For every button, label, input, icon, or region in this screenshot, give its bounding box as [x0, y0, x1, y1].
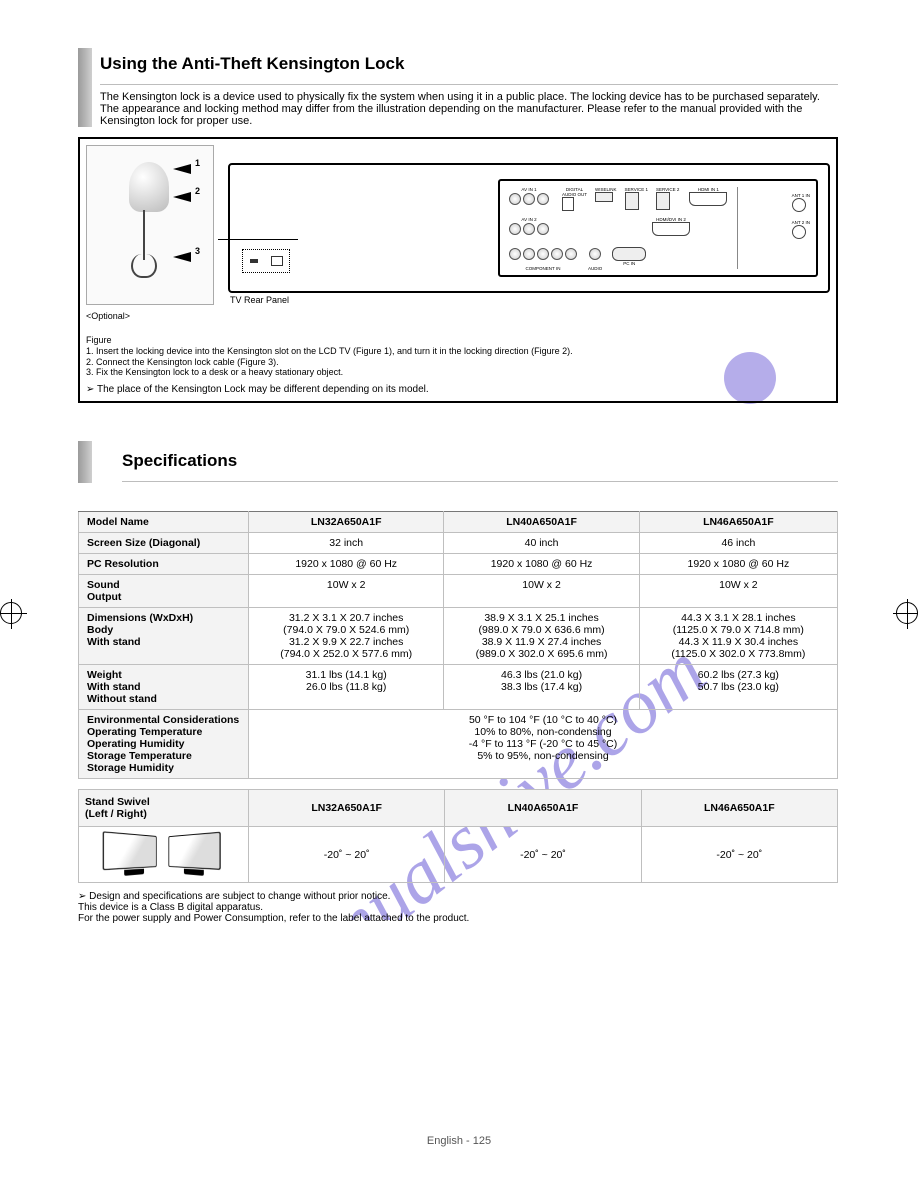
col-a: LN32A650A1F — [249, 512, 444, 533]
kensington-heading: Using the Anti-Theft Kensington Lock The… — [78, 48, 838, 127]
diagram-panel: 1 2 3 AV IN 1 — [78, 137, 838, 403]
row-sound: Sound Output — [79, 575, 249, 608]
col-b: LN40A650A1F — [444, 512, 639, 533]
specs-heading: Specifications — [78, 441, 838, 501]
cell: LN46A650A1F — [641, 790, 837, 827]
spec-footnote: ➢ Design and specifications are subject … — [78, 891, 838, 924]
col-c: LN46A650A1F — [639, 512, 837, 533]
cell: LN40A650A1F — [445, 790, 641, 827]
cell: 1920 x 1080 @ 60 Hz — [444, 554, 639, 575]
cell: 31.1 lbs (14.1 kg) 26.0 lbs (11.8 kg) — [249, 665, 444, 710]
kensington-sub: The Kensington lock is a device used to … — [100, 91, 838, 127]
row-weight: Weight With stand Without stand — [79, 665, 249, 710]
kensington-note: ➢ The place of the Kensington Lock may b… — [86, 384, 830, 395]
legend-1: 1 — [195, 158, 200, 168]
swivel-illustration — [79, 827, 249, 883]
col-model: Model Name — [79, 512, 249, 533]
cell: 31.2 X 3.1 X 20.7 inches (794.0 X 79.0 X… — [249, 608, 444, 665]
cell: 60.2 lbs (27.3 kg) 50.7 lbs (23.0 kg) — [639, 665, 837, 710]
cell: -20˚ ~ 20˚ — [445, 827, 641, 883]
cell: 46.3 lbs (21.0 kg) 38.3 lbs (17.4 kg) — [444, 665, 639, 710]
row-dim: Dimensions (WxDxH) Body With stand — [79, 608, 249, 665]
cell: -20˚ ~ 20˚ — [641, 827, 837, 883]
tv-rear-label: TV Rear Panel — [230, 295, 289, 305]
cell: LN32A650A1F — [249, 790, 445, 827]
row-swivel-head: Stand Swivel (Left / Right) — [79, 790, 249, 827]
cell: 44.3 X 3.1 X 28.1 inches (1125.0 X 79.0 … — [639, 608, 837, 665]
legend-2: 2 — [195, 186, 200, 196]
cell: 10W x 2 — [639, 575, 837, 608]
optional-caption: <Optional> — [86, 311, 130, 321]
cell: 46 inch — [639, 533, 837, 554]
cell: 10W x 2 — [249, 575, 444, 608]
kensington-steps: Figure 1. Insert the locking device into… — [86, 335, 830, 378]
row-screen: Screen Size (Diagonal) — [79, 533, 249, 554]
cell: 32 inch — [249, 533, 444, 554]
lock-illustration: 1 2 3 — [86, 145, 214, 305]
cell: 10W x 2 — [444, 575, 639, 608]
specs-table: Model Name LN32A650A1F LN40A650A1F LN46A… — [78, 511, 838, 779]
swivel-table: Stand Swivel (Left / Right) LN32A650A1F … — [78, 789, 838, 883]
specs-title: Specifications — [122, 451, 838, 471]
tv-rear-illustration: AV IN 1 DIGITALAUDIO OUT WISELINK — [228, 145, 830, 305]
kensington-title: Using the Anti-Theft Kensington Lock — [100, 54, 838, 74]
registration-mark — [896, 602, 918, 624]
cell: 40 inch — [444, 533, 639, 554]
row-pc: PC Resolution — [79, 554, 249, 575]
cell: 1920 x 1080 @ 60 Hz — [639, 554, 837, 575]
page-number: English - 125 — [427, 1135, 491, 1147]
lock-slot-callout — [242, 249, 290, 273]
registration-mark — [0, 602, 22, 624]
cell: 50 °F to 104 °F (10 °C to 40 °C) 10% to … — [249, 710, 838, 779]
cell: 38.9 X 3.1 X 25.1 inches (989.0 X 79.0 X… — [444, 608, 639, 665]
io-panel: AV IN 1 DIGITALAUDIO OUT WISELINK — [498, 179, 818, 277]
legend-3: 3 — [195, 246, 200, 256]
cell: -20˚ ~ 20˚ — [249, 827, 445, 883]
row-env: Environmental Considerations Operating T… — [79, 710, 249, 779]
cell: 1920 x 1080 @ 60 Hz — [249, 554, 444, 575]
